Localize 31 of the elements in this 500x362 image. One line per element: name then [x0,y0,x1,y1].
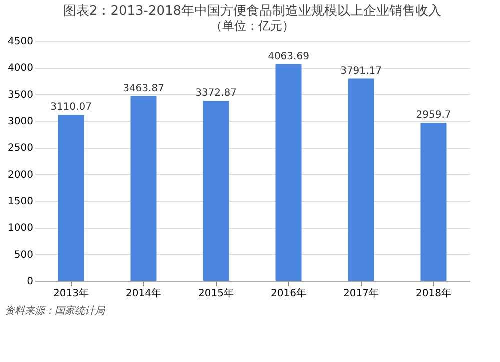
y-tick-label: 1500 [8,196,34,208]
x-tick-label: 2017年 [344,288,379,300]
text: 资料来源：国家统计局 [5,305,106,317]
data-label: 2959.7 [416,110,452,122]
y-tick-label: 3500 [8,90,34,101]
bar [130,96,157,281]
x-tick-label: 2016年 [271,288,306,300]
y-tick-label: 0 [27,276,34,288]
data-label: 4063.69 [268,51,310,62]
x-tick-label: 2015年 [198,288,234,300]
x-tick-label: 2018年 [416,288,452,300]
y-tick-label: 500 [14,250,34,261]
data-label: 3110.07 [50,102,92,114]
y-tick-label: 2000 [8,170,34,181]
bar [276,64,302,281]
y-tick-label: 4000 [8,63,34,74]
data-label: 3372.87 [196,88,237,100]
bar [203,101,230,281]
chart-subtitle: （单位：亿元） [210,19,294,33]
chart-title: 图表2：2013-2018年中国方便食品制造业规模以上企业销售收入 [63,3,442,19]
y-tick-label: 3000 [8,116,34,128]
y-tick-label: 2500 [8,143,34,154]
x-tick-label: 2013年 [54,288,89,300]
data-label: 3791.17 [340,66,382,77]
data-label: 3463.87 [123,83,164,94]
bar [348,78,374,281]
y-tick-label: 1000 [8,223,34,234]
bar [420,123,447,281]
bar [58,115,84,281]
y-tick-label: 4500 [8,36,34,48]
x-tick-label: 2014年 [126,288,162,300]
